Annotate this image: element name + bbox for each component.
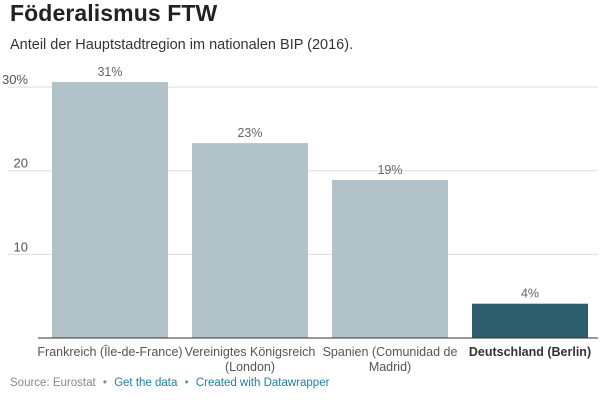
y-tick-label: 30% — [2, 72, 28, 87]
data-label: 4% — [521, 287, 539, 301]
bar-chart: 10 20 30% 31% Frankreich (Île-de-France) 23% V… — [2, 65, 598, 374]
category-label: Frankreich (Île-de-France) — [37, 344, 182, 359]
get-the-data-link[interactable]: Get the data — [114, 377, 178, 389]
category-label: (London) — [225, 360, 275, 374]
data-label: 23% — [237, 126, 262, 140]
category-label: Deutschland (Berlin) — [469, 345, 591, 359]
footer-separator: • — [184, 377, 189, 389]
created-with-datawrapper-link[interactable]: Created with Datawrapper — [195, 377, 330, 389]
chart-footer: Source: Eurostat • Get the data • Create… — [10, 377, 329, 389]
bar — [472, 303, 588, 338]
data-label: 31% — [97, 65, 122, 79]
source-note: Source: Eurostat — [10, 377, 96, 389]
category-label: Vereinigtes Königsreich — [185, 345, 316, 359]
chart-title: Föderalismus FTW — [10, 0, 218, 26]
category-label: Madrid) — [369, 360, 411, 374]
bar — [52, 82, 168, 338]
bar — [192, 143, 308, 338]
bar — [332, 179, 448, 338]
footer-separator: • — [102, 377, 107, 389]
chart-subtitle: Anteil der Hauptstadtregion im nationale… — [10, 37, 354, 53]
y-tick-label: 10 — [14, 239, 28, 254]
data-label: 19% — [377, 163, 402, 177]
y-tick-label: 20 — [14, 156, 28, 171]
category-label: Spanien (Comunidad de — [323, 345, 458, 359]
